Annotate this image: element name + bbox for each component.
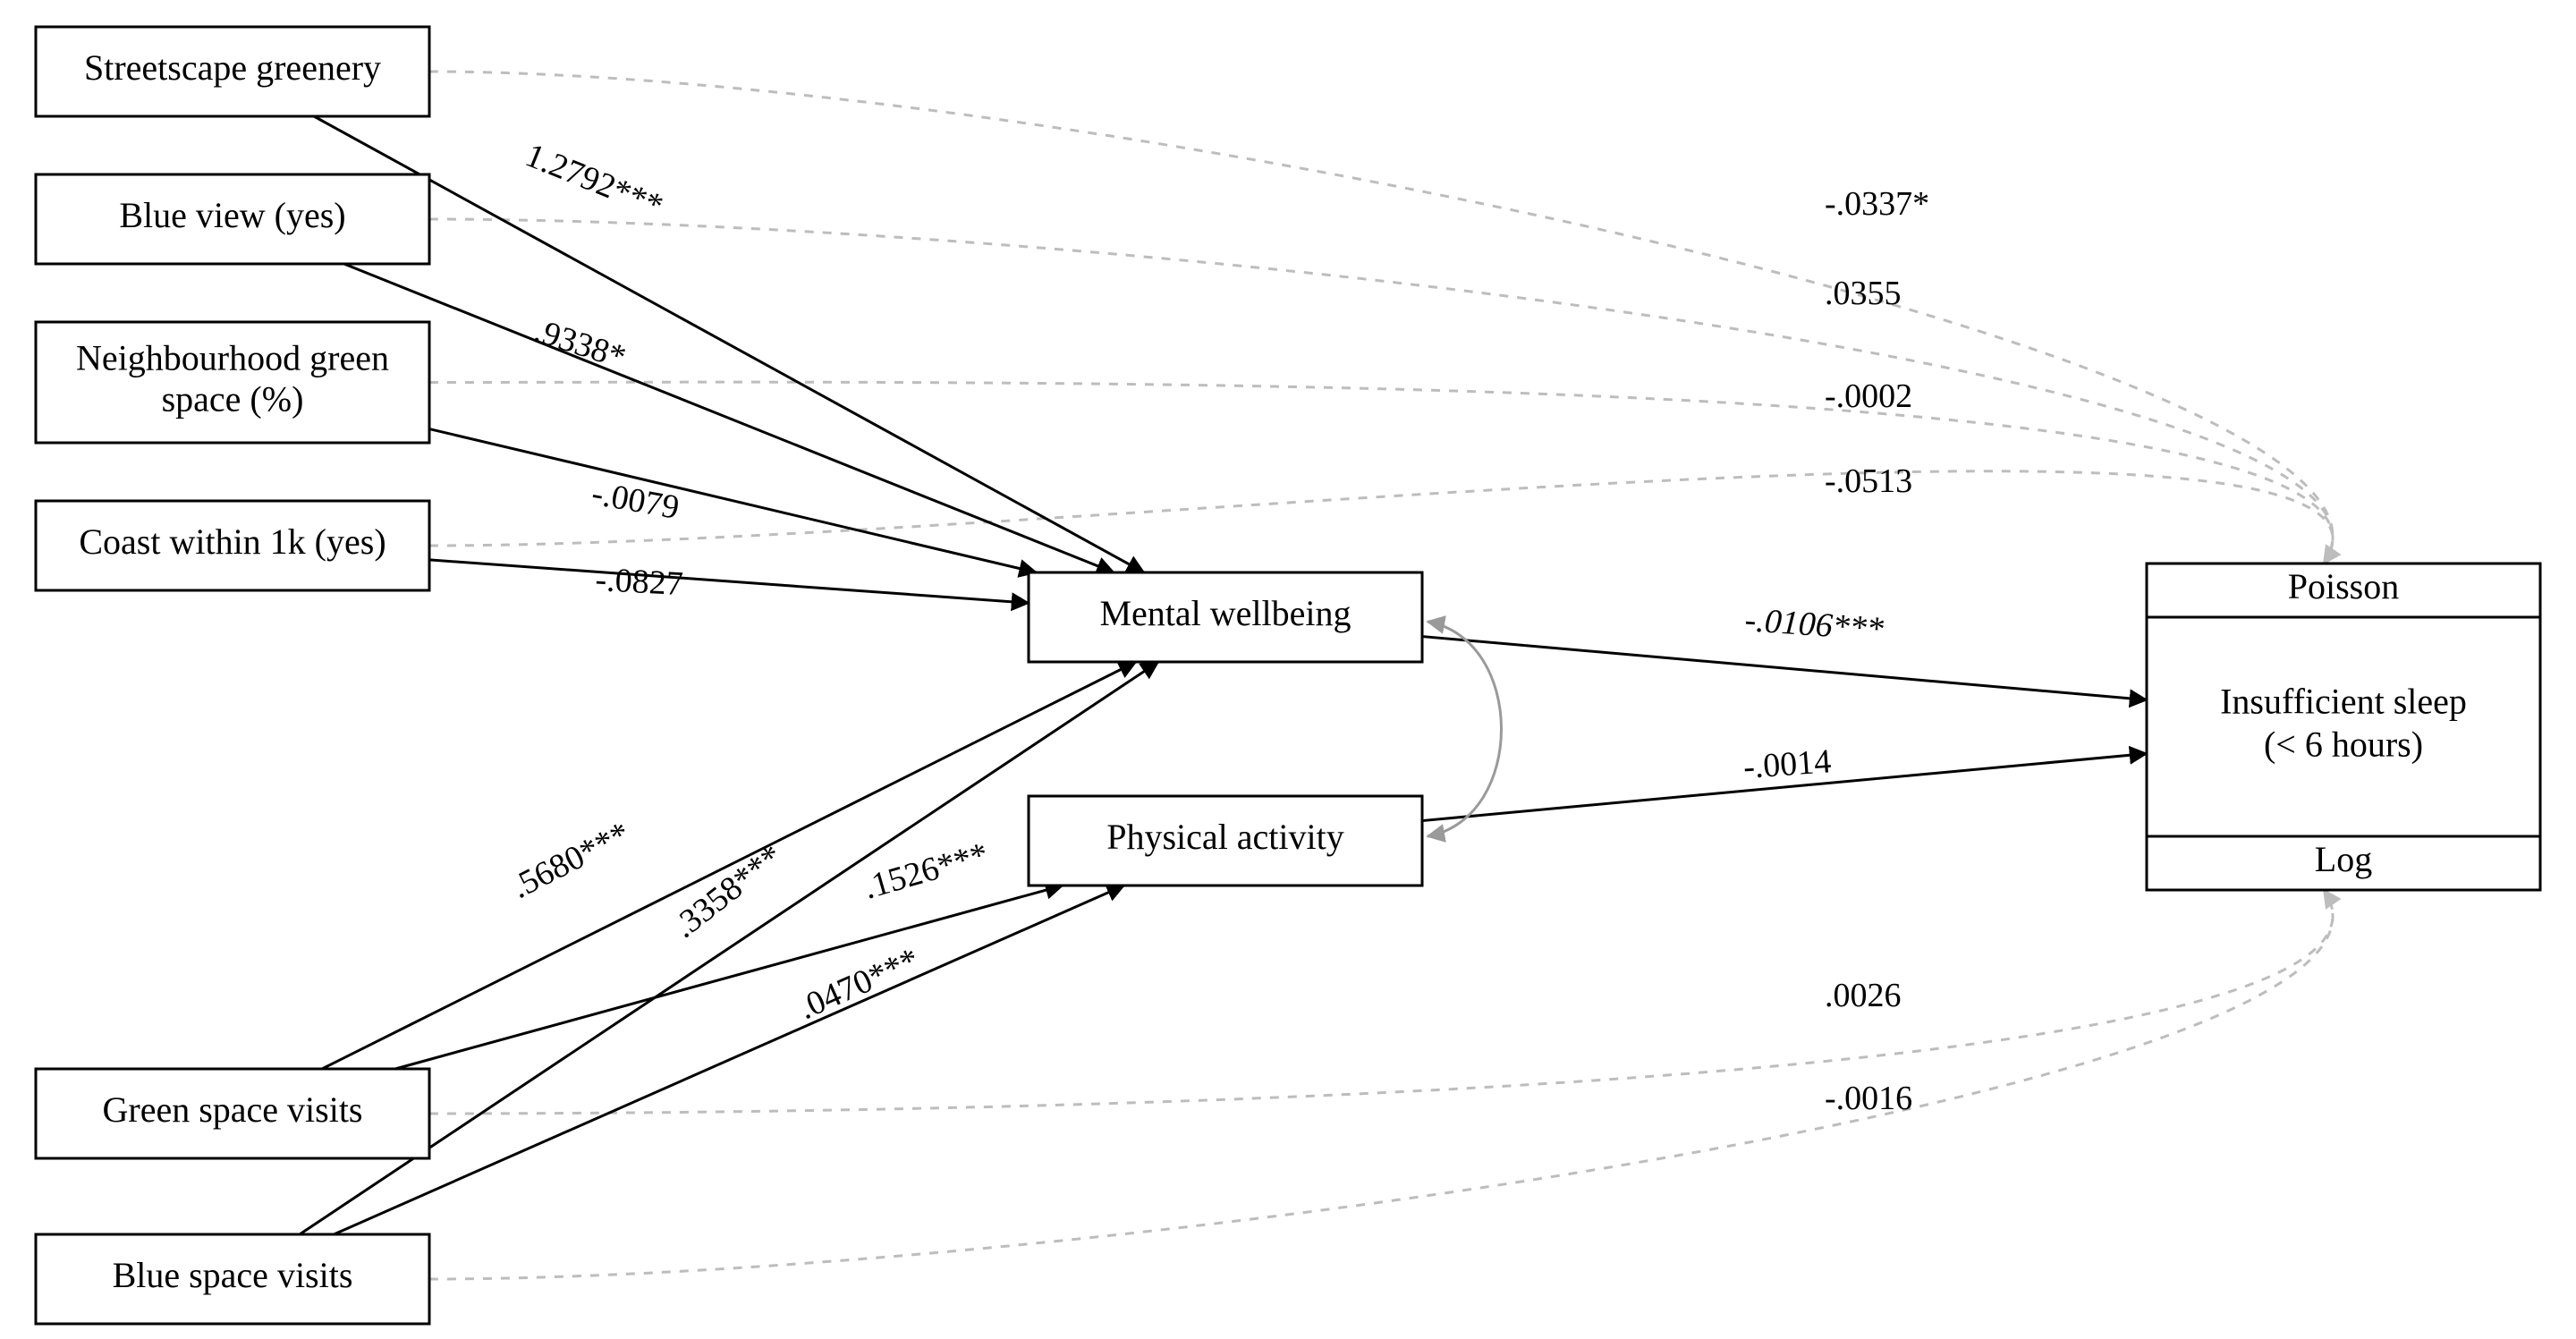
solid-edge xyxy=(1422,637,2147,700)
edge-label: -.0002 xyxy=(1825,377,1912,415)
edge-label: .9338* xyxy=(530,312,630,377)
node-greenvisits-label: Green space visits xyxy=(102,1089,362,1130)
node-neighbourhood-label: space (%) xyxy=(162,379,304,419)
edge-label: -.0014 xyxy=(1742,742,1833,786)
dashed-edge xyxy=(429,219,2333,564)
edge-label: -.0106*** xyxy=(1743,601,1885,648)
outcome-log-label: Log xyxy=(2315,839,2372,879)
node-physical-label: Physical activity xyxy=(1106,817,1344,857)
correlation-arc xyxy=(1428,622,1502,836)
node-mental-label: Mental wellbeing xyxy=(1099,593,1351,633)
node-neighbourhood-label: Neighbourhood green xyxy=(76,338,389,378)
solid-edge xyxy=(429,560,1029,603)
node-blueview-label: Blue view (yes) xyxy=(119,195,345,235)
outcome-title: (< 6 hours) xyxy=(2264,725,2423,765)
solid-edge xyxy=(344,264,1114,572)
node-bluevisits-label: Blue space visits xyxy=(113,1255,353,1295)
solid-edge xyxy=(322,662,1136,1069)
edge-label: .3358*** xyxy=(666,837,790,945)
outcome-poisson-label: Poisson xyxy=(2288,566,2400,606)
solid-edge xyxy=(334,886,1123,1234)
edge-label: 1.2792*** xyxy=(521,136,668,225)
node-streetscape-label: Streetscape greenery xyxy=(84,47,381,88)
solid-edge xyxy=(429,429,1037,572)
edge-label: -.0513 xyxy=(1825,462,1912,500)
dashed-edge xyxy=(429,72,2333,564)
edge-label: -.0079 xyxy=(589,475,682,527)
edge-label: .0026 xyxy=(1825,977,1902,1014)
outcome-title: Insufficient sleep xyxy=(2220,682,2467,722)
edge-label: -.0016 xyxy=(1825,1080,1912,1117)
dashed-edge xyxy=(429,382,2333,564)
edge-label: -.0827 xyxy=(595,561,684,603)
edge-label: .5680*** xyxy=(505,815,636,906)
solid-edge xyxy=(314,116,1144,572)
edge-label: .0355 xyxy=(1825,275,1902,312)
dashed-edge xyxy=(429,471,2333,564)
node-coast-label: Coast within 1k (yes) xyxy=(79,521,386,562)
edge-label: .1526*** xyxy=(860,835,993,907)
dashed-edge xyxy=(429,890,2333,1279)
edge-label: -.0337* xyxy=(1825,185,1929,223)
